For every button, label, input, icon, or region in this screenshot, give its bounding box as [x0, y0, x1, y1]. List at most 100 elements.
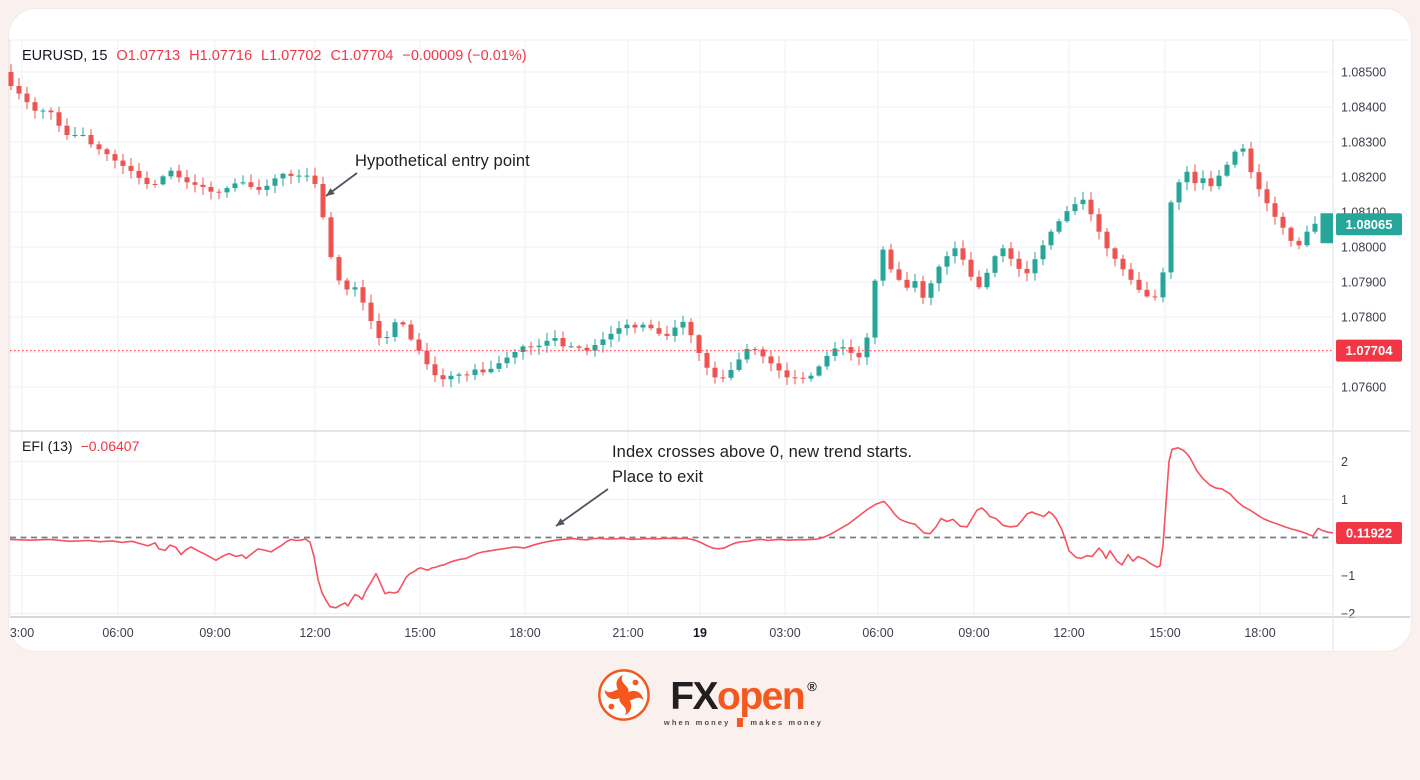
candle — [296, 175, 302, 177]
candle — [1312, 223, 1318, 232]
candle — [616, 328, 622, 334]
current-price-badge — [1336, 213, 1402, 236]
candle — [400, 322, 406, 325]
candle — [584, 347, 590, 351]
candle — [832, 348, 838, 356]
candle — [888, 249, 894, 270]
efi-axis-label: −1 — [1341, 569, 1355, 583]
candle — [416, 339, 422, 351]
candle — [928, 283, 934, 298]
efi-axis-label: 2 — [1341, 455, 1348, 469]
candle — [136, 170, 142, 178]
candle — [1136, 279, 1142, 290]
candle — [744, 348, 750, 360]
candle — [592, 345, 598, 351]
candle — [440, 375, 446, 380]
price-axis-label: 1.07900 — [1341, 276, 1386, 290]
candle — [512, 352, 518, 358]
candle — [912, 281, 918, 288]
candle — [736, 359, 742, 370]
time-axis-label: 06:00 — [862, 626, 893, 640]
candle — [376, 321, 382, 338]
candle — [992, 256, 998, 273]
candle — [80, 135, 86, 136]
time-axis-label: 15:00 — [404, 626, 435, 640]
efi-panel-legend: EFI (13) −0.06407 — [22, 438, 139, 454]
candle — [1040, 245, 1046, 260]
candle — [544, 340, 550, 346]
candle — [424, 350, 430, 365]
candle — [1016, 258, 1022, 269]
candle — [504, 357, 510, 364]
candle — [952, 248, 958, 257]
chart-canvas[interactable]: 3:00 06:00 09:00 12:00 15:00 18:00 21:00 19 03:0… — [0, 0, 1420, 660]
candle — [160, 176, 166, 185]
last-bar-marker — [1320, 213, 1333, 244]
candle — [976, 276, 982, 288]
price-axis-label: 1.08300 — [1341, 136, 1386, 150]
candle — [96, 144, 102, 150]
candle — [640, 324, 646, 328]
candle — [864, 337, 870, 358]
candle — [680, 321, 686, 328]
candle — [144, 177, 150, 184]
candle — [920, 281, 926, 298]
time-axis-label: 18:00 — [509, 626, 540, 640]
fxopen-emblem-icon — [597, 668, 651, 727]
candle — [896, 269, 902, 280]
candle — [1160, 272, 1166, 298]
candle — [856, 352, 862, 358]
candle — [768, 356, 774, 364]
candle — [704, 353, 710, 368]
efi-name: EFI (13) — [22, 438, 73, 454]
chart-card — [8, 8, 1412, 652]
candle — [448, 375, 454, 380]
price-axis-label: 1.08200 — [1341, 171, 1386, 185]
candle — [224, 188, 230, 193]
candle — [464, 374, 470, 376]
candle — [24, 93, 30, 103]
candle — [1032, 259, 1038, 274]
candle — [1200, 178, 1206, 184]
fxopen-wordmark: FXopen ® — [670, 667, 817, 717]
candle — [1112, 248, 1118, 259]
candle — [688, 321, 694, 336]
tagline-right: makes money — [750, 718, 824, 727]
time-axis-label: 15:00 — [1149, 626, 1180, 640]
candle — [1072, 204, 1078, 212]
candle — [1008, 248, 1014, 259]
candle — [216, 191, 222, 193]
candle — [248, 182, 254, 187]
candle — [624, 324, 630, 329]
candle — [304, 175, 310, 177]
candle — [336, 257, 342, 281]
candle — [672, 327, 678, 336]
tagline-left: when money — [663, 718, 731, 727]
candle — [1288, 227, 1294, 241]
efi-axis-label: −2 — [1341, 607, 1355, 621]
logo-tagline: when money makes money — [664, 718, 823, 727]
candle — [872, 280, 878, 338]
candle — [784, 370, 790, 378]
candle — [1144, 289, 1150, 297]
entry-arrow-head — [326, 188, 335, 196]
candle — [984, 272, 990, 288]
candle — [1192, 171, 1198, 184]
candle — [1152, 296, 1158, 298]
candle — [368, 302, 374, 321]
candle — [1176, 182, 1182, 203]
candle — [560, 338, 566, 347]
candle — [1056, 221, 1062, 232]
candle — [1208, 178, 1214, 187]
efi-value-badge-label: 0.11922 — [1346, 525, 1392, 540]
candle — [480, 369, 486, 373]
candle — [656, 328, 662, 334]
candle — [192, 182, 198, 185]
candle — [1272, 203, 1278, 217]
legend-change: −0.00009 (−0.01%) — [402, 48, 527, 64]
candle — [352, 287, 358, 290]
candle — [432, 364, 438, 376]
price-axis-label: 1.08400 — [1341, 101, 1386, 115]
candle — [240, 182, 246, 184]
candle — [1168, 202, 1174, 273]
